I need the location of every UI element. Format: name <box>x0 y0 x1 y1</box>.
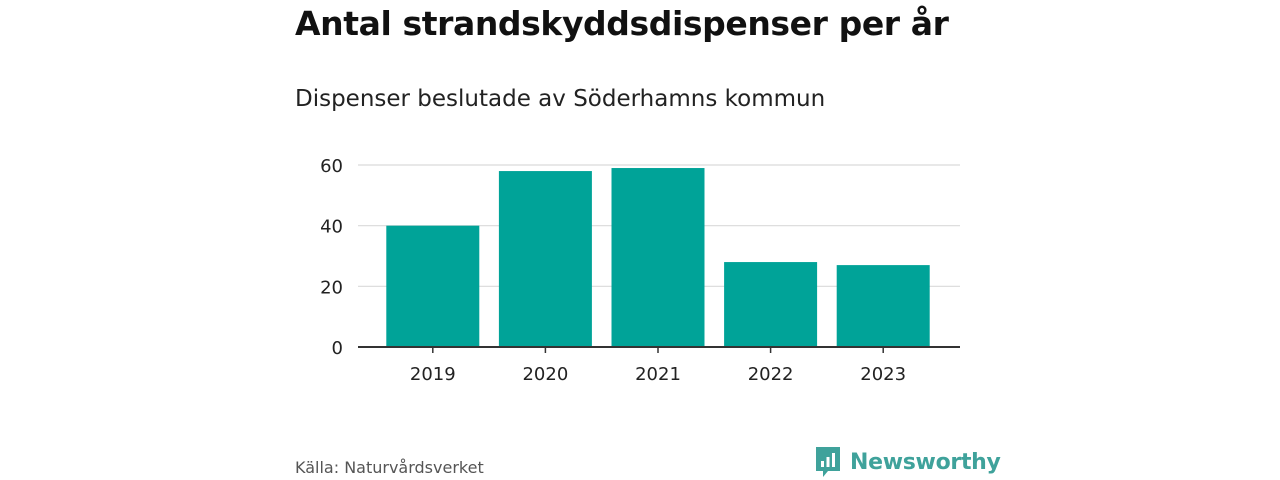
chart-subtitle: Dispenser beslutade av Söderhamns kommun <box>295 86 826 112</box>
bar-2020 <box>498 171 592 347</box>
y-tick-label: 20 <box>320 277 343 298</box>
y-tick-label: 40 <box>320 217 343 238</box>
bar-chart-speech-bubble-icon <box>816 447 840 477</box>
y-axis-tick-labels: 0 20 40 60 <box>320 156 343 359</box>
x-tick-label: 2021 <box>635 364 681 385</box>
y-tick-label: 0 <box>332 338 343 359</box>
bar-2023 <box>836 265 930 347</box>
chart-title: Antal strandskyddsdispenser per år <box>295 4 949 43</box>
bar-2022 <box>724 262 818 347</box>
brand-name: Newsworthy <box>850 449 1001 475</box>
x-tick-label: 2020 <box>522 364 568 385</box>
x-axis-tick-labels: 2019 2020 2021 2022 2023 <box>410 347 906 385</box>
y-tick-label: 60 <box>320 156 343 177</box>
source-note: Källa: Naturvårdsverket <box>295 458 484 477</box>
bar-2021 <box>611 168 705 347</box>
x-tick-label: 2019 <box>410 364 456 385</box>
x-tick-label: 2022 <box>748 364 794 385</box>
bar-2019 <box>386 225 480 347</box>
brand-logo[interactable]: Newsworthy <box>814 445 1001 479</box>
bar-chart: 0 20 40 60 2019 2020 2021 2022 2023 <box>320 156 960 385</box>
bars <box>386 168 930 347</box>
x-tick-label: 2023 <box>860 364 906 385</box>
